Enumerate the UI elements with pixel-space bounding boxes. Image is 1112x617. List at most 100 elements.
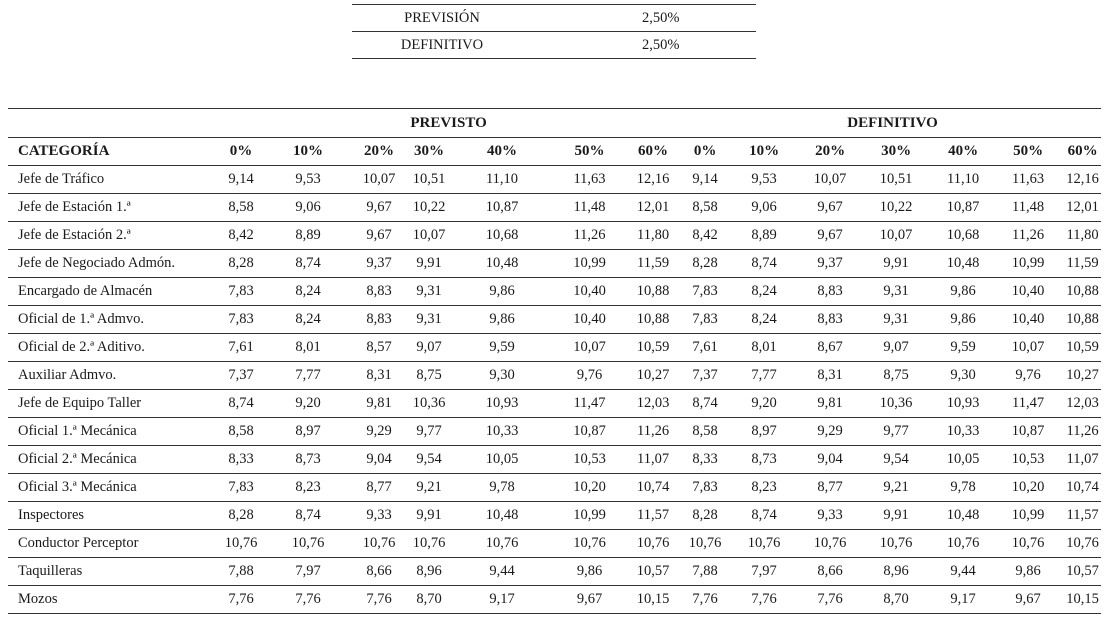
value-cell: 10,57 <box>1064 557 1102 586</box>
value-cell: 9,17 <box>934 585 993 614</box>
value-cell: 7,76 <box>684 585 727 614</box>
value-cell: 10,99 <box>992 249 1065 278</box>
value-cell: 10,05 <box>934 445 993 474</box>
value-cell: 9,17 <box>447 585 557 614</box>
value-cell: 7,76 <box>213 585 269 614</box>
column-header: 30% <box>858 137 935 166</box>
value-cell: 8,73 <box>269 445 347 474</box>
column-header: 10% <box>269 137 347 166</box>
value-cell: 9,86 <box>934 305 993 334</box>
value-cell: 9,67 <box>347 221 411 250</box>
value-cell: 10,40 <box>557 277 622 306</box>
value-cell: 8,57 <box>347 333 411 362</box>
value-cell: 9,33 <box>802 501 859 530</box>
value-cell: 10,76 <box>726 529 803 558</box>
value-cell: 8,74 <box>269 249 347 278</box>
value-cell: 7,83 <box>213 305 269 334</box>
value-cell: 10,87 <box>447 193 557 222</box>
value-cell: 10,74 <box>622 473 685 502</box>
value-cell: 10,76 <box>802 529 859 558</box>
column-header: 50% <box>557 137 622 166</box>
value-cell: 10,88 <box>622 277 685 306</box>
value-cell: 9,86 <box>992 557 1065 586</box>
value-cell: 10,27 <box>1064 361 1102 390</box>
summary-label: DEFINITIVO <box>352 31 532 59</box>
value-cell: 9,77 <box>411 417 447 446</box>
column-header: 40% <box>934 137 993 166</box>
category-cell: Encargado de Almacén <box>8 277 213 306</box>
value-cell: 8,42 <box>213 221 269 250</box>
category-cell: Oficial 1.ª Mecánica <box>8 417 213 446</box>
value-cell: 11,07 <box>622 445 685 474</box>
value-cell: 9,67 <box>557 585 622 614</box>
value-cell: 8,01 <box>269 333 347 362</box>
value-cell: 11,63 <box>992 165 1065 194</box>
value-cell: 9,04 <box>802 445 859 474</box>
value-cell: 10,40 <box>992 277 1065 306</box>
value-cell: 8,23 <box>269 473 347 502</box>
value-cell: 12,01 <box>622 193 685 222</box>
value-cell: 7,77 <box>726 361 803 390</box>
value-cell: 8,77 <box>347 473 411 502</box>
value-cell: 10,76 <box>213 529 269 558</box>
summary-row: PREVISIÓN 2,50% <box>352 4 756 32</box>
value-cell: 7,83 <box>213 473 269 502</box>
value-cell: 10,07 <box>992 333 1065 362</box>
column-header: 20% <box>802 137 859 166</box>
value-cell: 11,80 <box>1064 221 1102 250</box>
value-cell: 11,10 <box>934 165 993 194</box>
value-cell: 8,58 <box>213 193 269 222</box>
value-cell: 10,07 <box>858 221 935 250</box>
value-cell: 10,87 <box>557 417 622 446</box>
value-cell: 9,37 <box>802 249 859 278</box>
value-cell: 10,40 <box>992 305 1065 334</box>
value-cell: 10,07 <box>557 333 622 362</box>
column-header: 20% <box>347 137 411 166</box>
value-cell: 9,91 <box>858 501 935 530</box>
value-cell: 12,16 <box>622 165 685 194</box>
value-cell: 9,59 <box>447 333 557 362</box>
category-cell: Jefe de Estación 1.ª <box>8 193 213 222</box>
value-cell: 11,80 <box>622 221 685 250</box>
value-cell: 10,76 <box>347 529 411 558</box>
column-header: 0% <box>684 137 727 166</box>
table-row: Auxiliar Admvo. 7,37 7,77 8,31 8,75 9,30 9,76 1… <box>8 361 1102 390</box>
category-cell: Inspectores <box>8 501 213 530</box>
value-cell: 9,86 <box>557 557 622 586</box>
table-row: Oficial 1.ª Mecánica 8,58 8,97 9,29 9,77 10,3… <box>8 417 1102 446</box>
value-cell: 9,77 <box>858 417 935 446</box>
category-cell: Jefe de Estación 2.ª <box>8 221 213 250</box>
value-cell: 7,61 <box>684 333 727 362</box>
value-cell: 12,03 <box>1064 389 1102 418</box>
table-row: Encargado de Almacén 7,83 8,24 8,83 9,31 9,86… <box>8 277 1102 306</box>
value-cell: 10,15 <box>622 585 685 614</box>
value-cell: 10,76 <box>622 529 685 558</box>
value-cell: 9,06 <box>269 193 347 222</box>
value-cell: 10,22 <box>858 193 935 222</box>
value-cell: 9,76 <box>992 361 1065 390</box>
table-row: Jefe de Tráfico 9,14 9,53 10,07 10,51 11,10 11… <box>8 165 1102 194</box>
value-cell: 7,97 <box>269 557 347 586</box>
value-cell: 9,78 <box>447 473 557 502</box>
value-cell: 9,29 <box>347 417 411 446</box>
value-cell: 8,66 <box>347 557 411 586</box>
value-cell: 8,75 <box>411 361 447 390</box>
value-cell: 9,04 <box>347 445 411 474</box>
value-cell: 7,61 <box>213 333 269 362</box>
value-cell: 8,33 <box>684 445 727 474</box>
value-cell: 8,28 <box>684 249 727 278</box>
value-cell: 10,76 <box>1064 529 1102 558</box>
value-cell: 7,88 <box>684 557 727 586</box>
value-cell: 9,91 <box>858 249 935 278</box>
value-cell: 10,76 <box>269 529 347 558</box>
value-cell: 12,16 <box>1064 165 1102 194</box>
value-cell: 10,22 <box>411 193 447 222</box>
table-row: Inspectores 8,28 8,74 9,33 9,91 10,48 10,99 11,… <box>8 501 1102 530</box>
value-cell: 10,27 <box>622 361 685 390</box>
value-cell: 9,30 <box>934 361 993 390</box>
value-cell: 10,68 <box>934 221 993 250</box>
value-cell: 9,59 <box>934 333 993 362</box>
value-cell: 11,48 <box>992 193 1065 222</box>
value-cell: 10,93 <box>447 389 557 418</box>
group-header-previsto: PREVISTO <box>213 108 685 138</box>
